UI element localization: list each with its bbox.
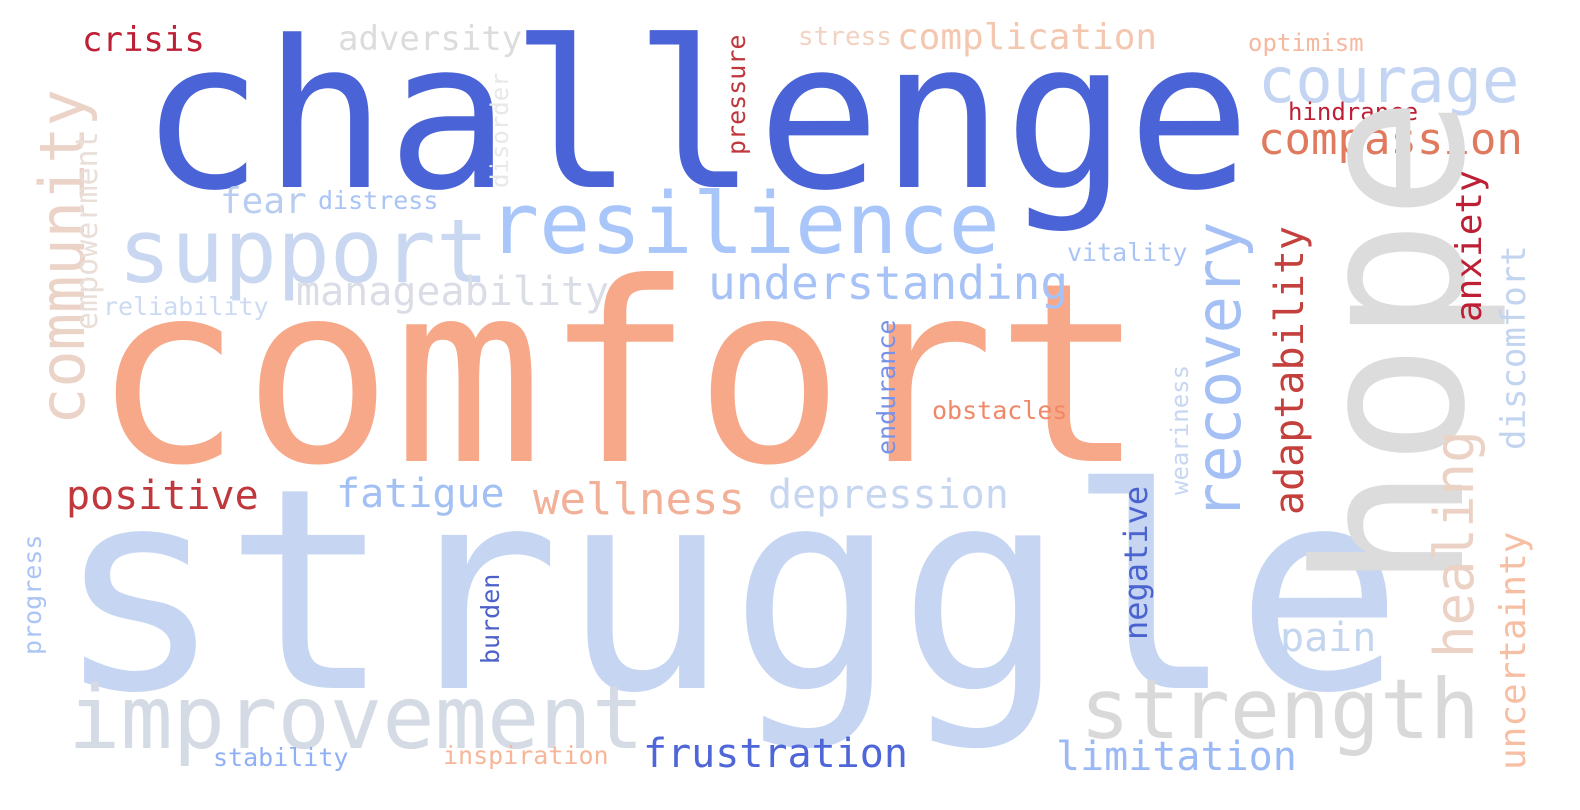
word-support: support (118, 200, 489, 303)
word-reliability: reliability (103, 292, 269, 321)
word-fear: fear (220, 181, 307, 222)
word-resilience: resilience (488, 175, 1000, 274)
word-crisis: crisis (82, 20, 205, 60)
word-inspiration: inspiration (443, 741, 609, 770)
word-healing: healing (1423, 430, 1486, 658)
word-struggle: struggle (55, 429, 1404, 755)
word-positive: positive (66, 473, 259, 519)
word-frustration: frustration (643, 731, 908, 777)
word-empowerment: empowerment (70, 131, 105, 330)
word-stress: stress (798, 22, 892, 52)
word-comfort: comfort (92, 229, 1146, 520)
word-weariness: weariness (1166, 364, 1194, 495)
word-limitation: limitation (1056, 734, 1297, 780)
word-obstacles: obstacles (932, 396, 1068, 425)
word-complication: complication (897, 17, 1158, 58)
word-progress: progress (18, 534, 47, 655)
word-challenge: challenge (140, 0, 1251, 236)
word-optimism: optimism (1248, 29, 1364, 57)
word-anxiety: anxiety (1449, 170, 1490, 322)
word-discomfort: discomfort (1494, 245, 1534, 450)
word-manageability: manageability (296, 269, 610, 315)
word-vitality: vitality (1067, 238, 1188, 267)
word-understanding: understanding (708, 256, 1069, 310)
word-pain: pain (1280, 615, 1377, 661)
word-improvement: improvement (68, 667, 645, 769)
word-recovery: recovery (1182, 221, 1255, 520)
word-compassion: compassion (1258, 114, 1523, 165)
word-burden: burden (476, 573, 505, 664)
word-stability: stability (213, 743, 349, 772)
word-strength: strength (1080, 661, 1480, 758)
word-hindrance: hindrance (1288, 98, 1419, 126)
word-distress: distress (318, 186, 439, 215)
word-pressure: pressure (722, 34, 751, 155)
word-negative: negative (1117, 485, 1155, 640)
word-endurance: endurance (872, 319, 901, 455)
word-disorder: disorder (486, 72, 514, 188)
word-courage: courage (1258, 44, 1520, 117)
word-adaptability: adaptability (1267, 226, 1313, 515)
word-depression: depression (768, 472, 1009, 518)
word-fatigue: fatigue (336, 471, 505, 517)
word-adversity: adversity (338, 19, 523, 59)
word-uncertainty: uncertainty (1493, 531, 1534, 770)
word-wellness: wellness (533, 474, 745, 525)
